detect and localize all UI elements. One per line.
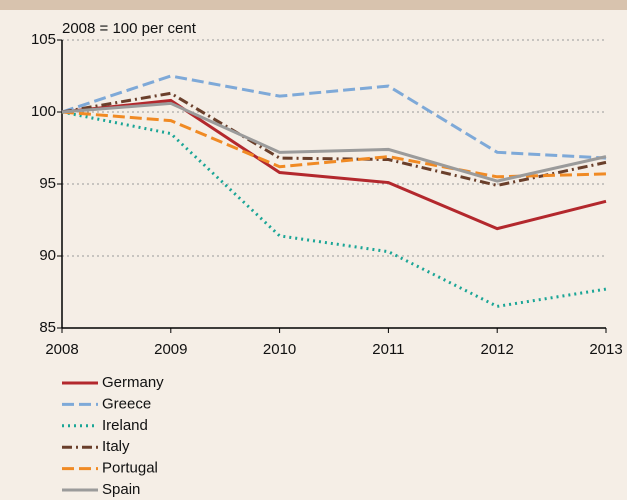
legend-label: Italy	[102, 438, 130, 455]
y-tick-label: 90	[39, 247, 56, 264]
legend-label: Germany	[102, 374, 164, 391]
x-tick-label: 2009	[154, 341, 187, 358]
x-tick-label: 2013	[589, 341, 622, 358]
legend-label: Ireland	[102, 417, 148, 434]
series-line	[61, 101, 607, 183]
header-band	[0, 0, 627, 10]
x-tick-label: 2008	[45, 341, 78, 358]
series-line	[61, 98, 607, 231]
x-tick-label: 2011	[372, 341, 404, 358]
y-tick-label: 85	[39, 319, 56, 336]
y-tick-label: 95	[39, 175, 56, 192]
legend-label: Spain	[102, 481, 140, 498]
series-line	[61, 74, 607, 160]
y-axis-label: 2008 = 100 per cent	[62, 20, 197, 37]
legend-label: Greece	[102, 395, 151, 412]
series-line	[61, 110, 607, 308]
x-tick-label: 2012	[481, 341, 514, 358]
y-tick-label: 100	[31, 103, 56, 120]
x-tick-label: 2010	[263, 341, 296, 358]
y-tick-label: 105	[31, 31, 56, 48]
legend-label: Portugal	[102, 460, 158, 477]
